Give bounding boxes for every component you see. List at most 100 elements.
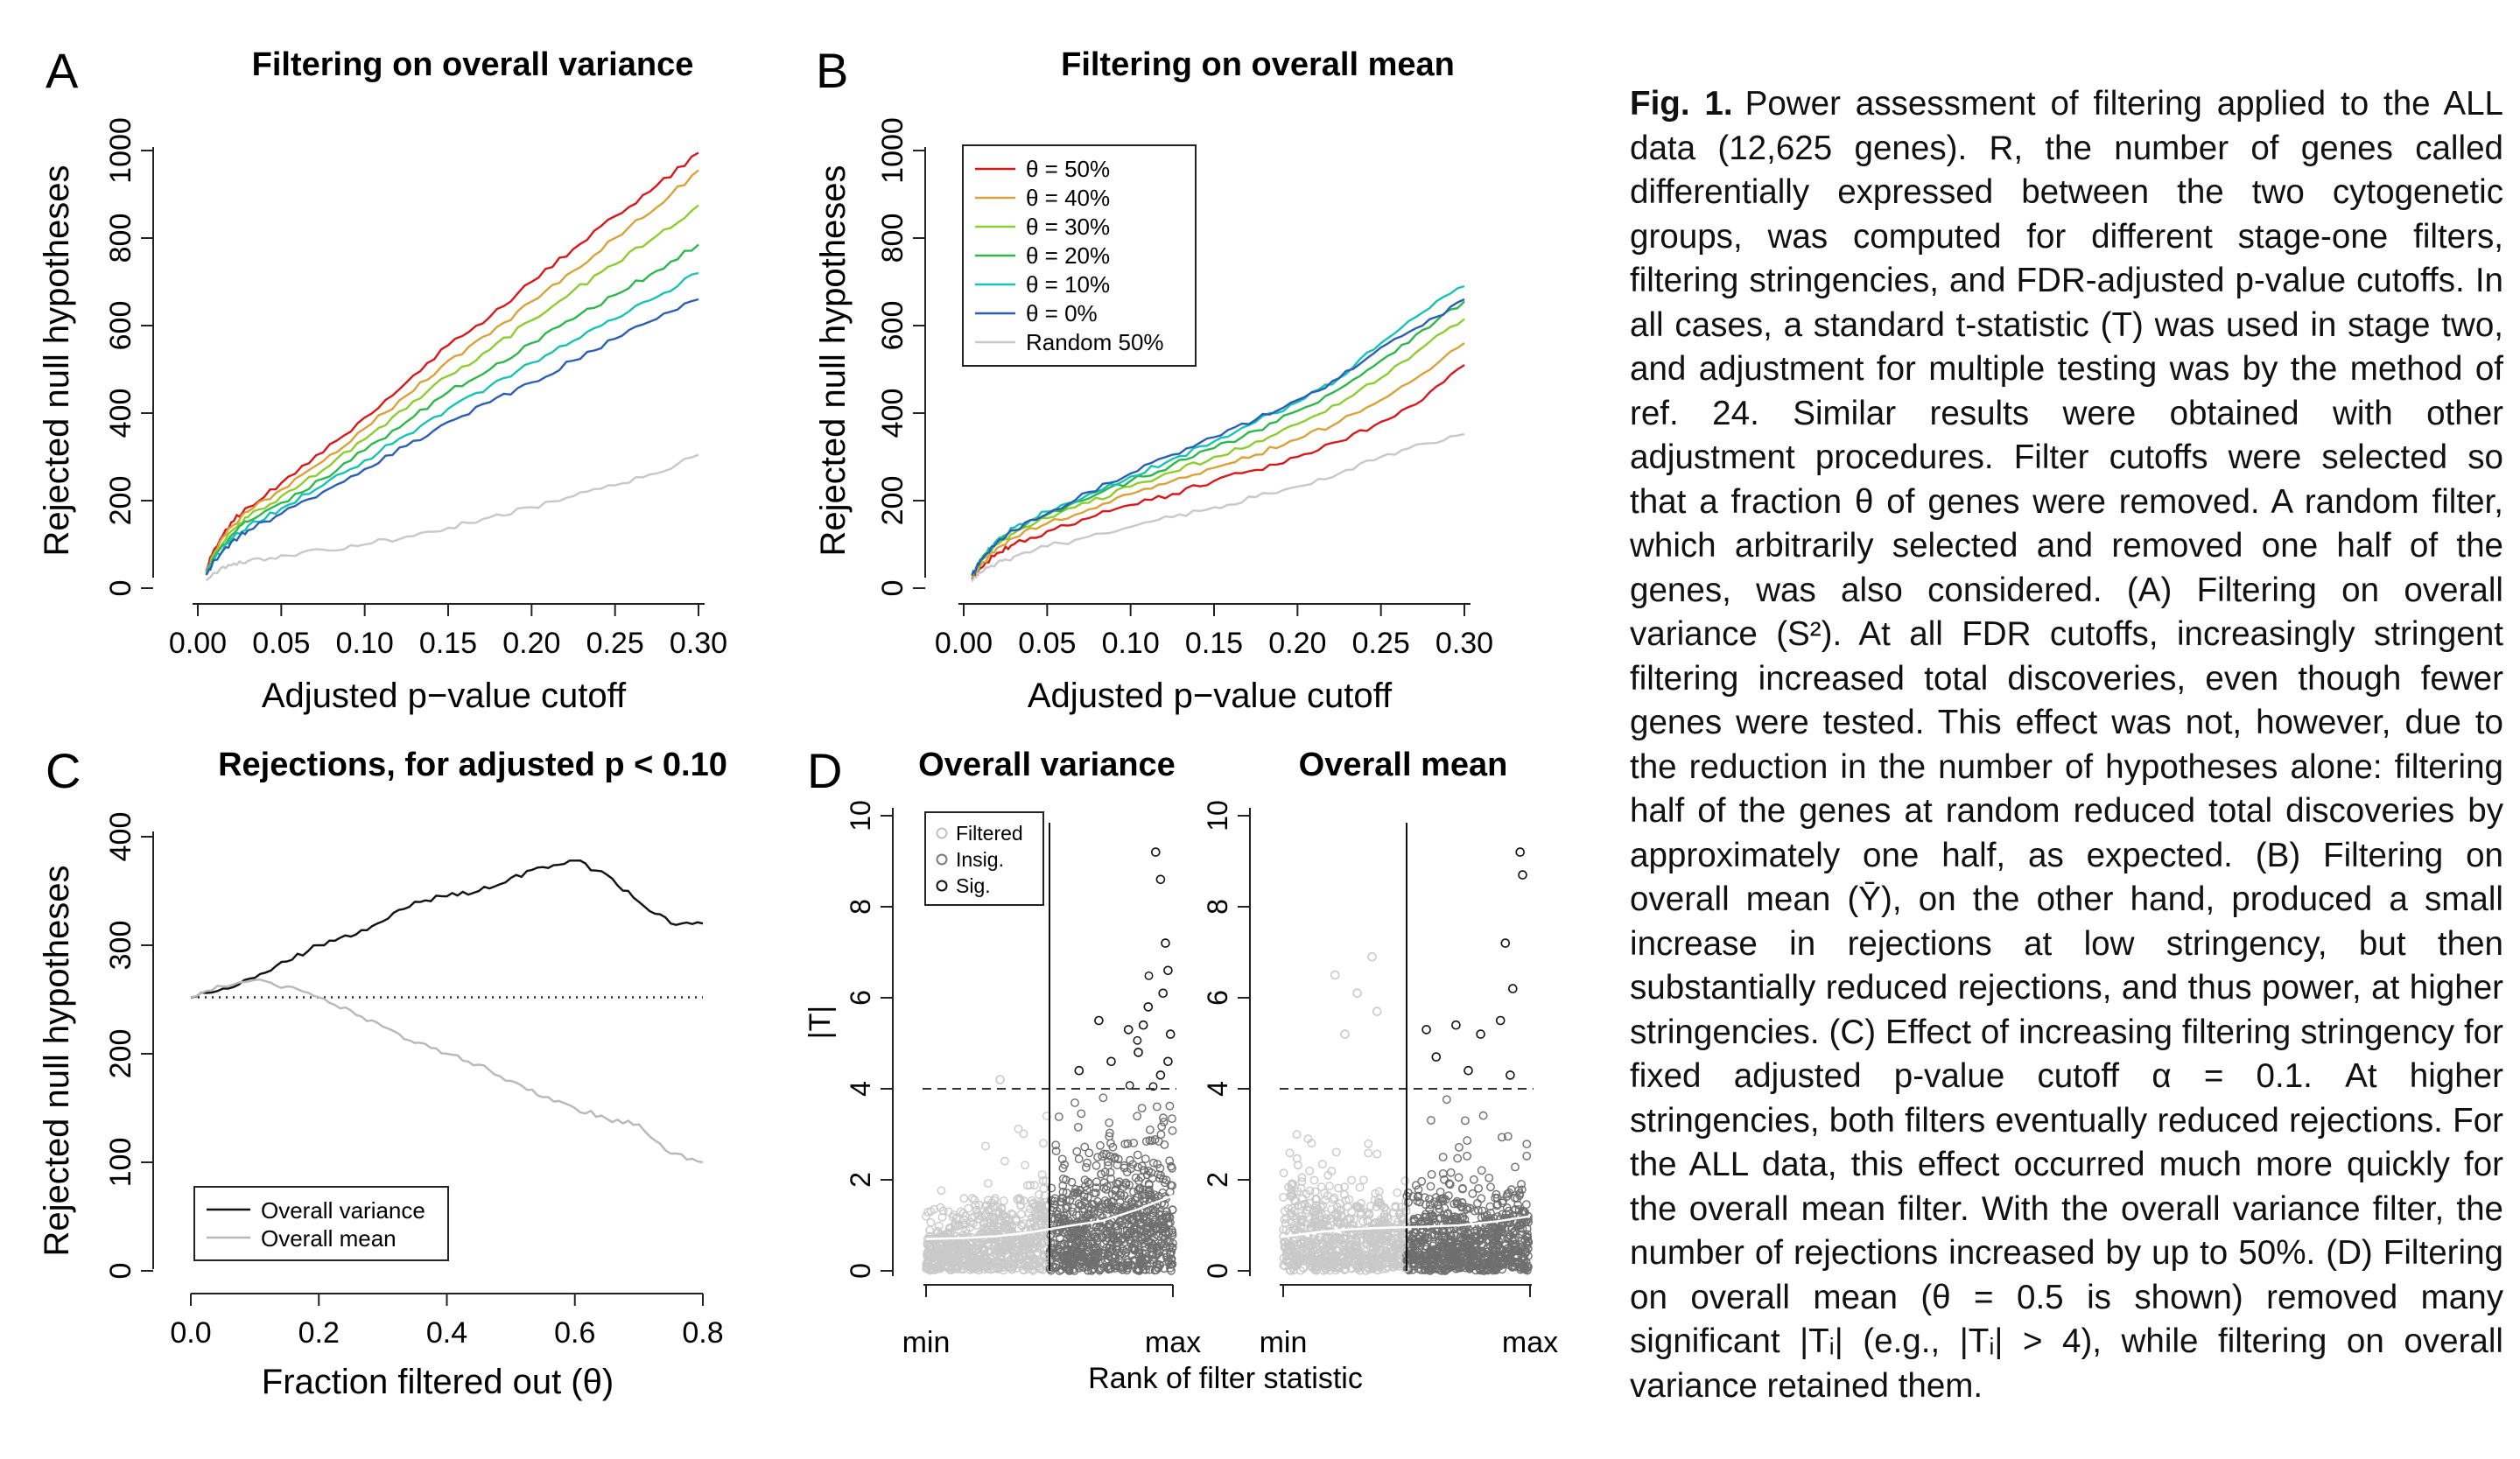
scatter-point — [1135, 1257, 1145, 1266]
scatter-point — [1059, 1228, 1069, 1238]
y-tick-label: 8 — [845, 899, 876, 915]
scatter-point — [1331, 1147, 1341, 1157]
scatter-point — [1394, 1262, 1404, 1271]
scatter-point — [1081, 1182, 1090, 1191]
scatter-point — [1295, 1266, 1305, 1275]
scatter-point — [1492, 1225, 1501, 1235]
scatter-point — [1356, 1237, 1365, 1245]
scatter-point — [1523, 1236, 1533, 1245]
y-tick-label: 400 — [104, 812, 137, 862]
scatter-point — [1167, 1254, 1176, 1264]
scatter-point — [1038, 1228, 1048, 1238]
legend-box — [193, 1186, 449, 1261]
scatter-point — [989, 1218, 999, 1227]
scatter-point — [1416, 1260, 1425, 1270]
scatter-point — [1153, 1242, 1162, 1252]
scatter-point — [1455, 1243, 1464, 1252]
scatter-point — [1039, 1184, 1049, 1194]
scatter-point — [1523, 1230, 1532, 1239]
scatter-point — [964, 1203, 973, 1213]
scatter-point — [1480, 1254, 1490, 1264]
scatter-point — [1288, 1236, 1298, 1245]
scatter-point — [993, 1259, 1003, 1269]
panel-b-xlabel: Adjusted p−value cutoff — [1028, 677, 1393, 715]
panel-b: Filtering on overall mean Rejected null … — [814, 46, 1493, 715]
scatter-point — [1293, 1259, 1302, 1268]
x-tick-label: 0.20 — [1268, 627, 1326, 660]
scatter-point — [1083, 1158, 1092, 1168]
scatter-point — [1155, 874, 1166, 885]
scatter-point — [1094, 1202, 1104, 1211]
y-tick-label: 1000 — [876, 117, 909, 184]
scatter-point — [1326, 1261, 1336, 1271]
scatter-point — [1036, 1219, 1046, 1229]
scatter-point — [1327, 1167, 1337, 1175]
panel-d-xlabel: Rank of filter statistic — [1088, 1362, 1363, 1395]
scatter-point — [1483, 1210, 1492, 1220]
scatter-point — [1503, 1252, 1513, 1261]
scatter-point — [979, 1231, 988, 1239]
scatter-point — [1522, 1200, 1531, 1210]
scatter-point — [1390, 1252, 1399, 1261]
scatter-point — [1421, 1217, 1429, 1227]
scatter-point — [1085, 1210, 1095, 1220]
scatter-point — [1514, 1244, 1524, 1252]
scatter-point — [970, 1254, 979, 1263]
scatter-point — [1323, 1242, 1333, 1252]
scatter-point — [1334, 1233, 1344, 1242]
scatter-point — [1364, 1217, 1372, 1226]
scatter-point — [1285, 1266, 1295, 1275]
scatter-point — [1145, 1181, 1154, 1189]
scatter-point — [1077, 1229, 1087, 1238]
scatter-point — [965, 1223, 975, 1232]
x-tick-label: 0.05 — [1018, 627, 1076, 660]
scatter-point — [1458, 1183, 1467, 1193]
scatter-point — [968, 1194, 977, 1203]
scatter-point — [1422, 1243, 1432, 1252]
scatter-point — [1168, 1228, 1177, 1238]
scatter-point — [1375, 1249, 1385, 1259]
y-tick-label: 800 — [876, 214, 909, 263]
scatter-point — [1021, 1226, 1031, 1236]
scatter-point — [1092, 1189, 1100, 1197]
scatter-point — [1351, 1249, 1360, 1259]
scatter-point — [1058, 1181, 1068, 1190]
scatter-point — [1311, 1261, 1320, 1271]
panel-d: Overall variance Overall mean |T| Rank o… — [804, 747, 1558, 1395]
scatter-point — [1136, 1173, 1146, 1182]
caption-label: Fig. 1. — [1630, 85, 1733, 123]
x-tick-label: 0.25 — [1352, 627, 1410, 660]
scatter-point — [1137, 1191, 1147, 1200]
scatter-point — [1144, 1166, 1154, 1175]
scatter-point — [1290, 1206, 1300, 1216]
scatter-point — [922, 1211, 931, 1221]
panel-c-ylabel: Rejected null hypotheses — [38, 866, 76, 1257]
scatter-point — [1462, 1204, 1471, 1214]
scatter-point — [1314, 1235, 1323, 1245]
scatter-point — [973, 1259, 983, 1269]
scatter-point — [937, 1213, 947, 1222]
scatter-point — [943, 1245, 952, 1254]
scatter-point — [1369, 1244, 1379, 1253]
legend-label: θ = 20% — [1026, 242, 1110, 269]
scatter-point — [981, 1141, 990, 1151]
trend-line — [1282, 1215, 1531, 1238]
scatter-point — [1507, 1224, 1516, 1233]
scatter-point — [1126, 1155, 1135, 1165]
scatter-point — [1359, 1251, 1369, 1260]
scatter-point — [1454, 1173, 1464, 1182]
x-tick-label: 0.2 — [298, 1316, 340, 1350]
scatter-point — [1404, 1197, 1413, 1207]
legend-label: θ = 30% — [1026, 214, 1110, 240]
legend-label: θ = 50% — [1026, 156, 1110, 182]
scatter-point — [1483, 1243, 1492, 1252]
scatter-point — [1318, 1160, 1327, 1169]
scatter-point — [1463, 1152, 1472, 1161]
scatter-point — [1105, 1223, 1114, 1231]
scatter-point — [1319, 1257, 1328, 1266]
scatter-point — [1446, 1168, 1456, 1177]
scatter-point — [974, 1210, 984, 1220]
scatter-point — [1506, 1070, 1515, 1080]
scatter-point — [1414, 1238, 1423, 1248]
scatter-point — [1520, 1259, 1528, 1268]
